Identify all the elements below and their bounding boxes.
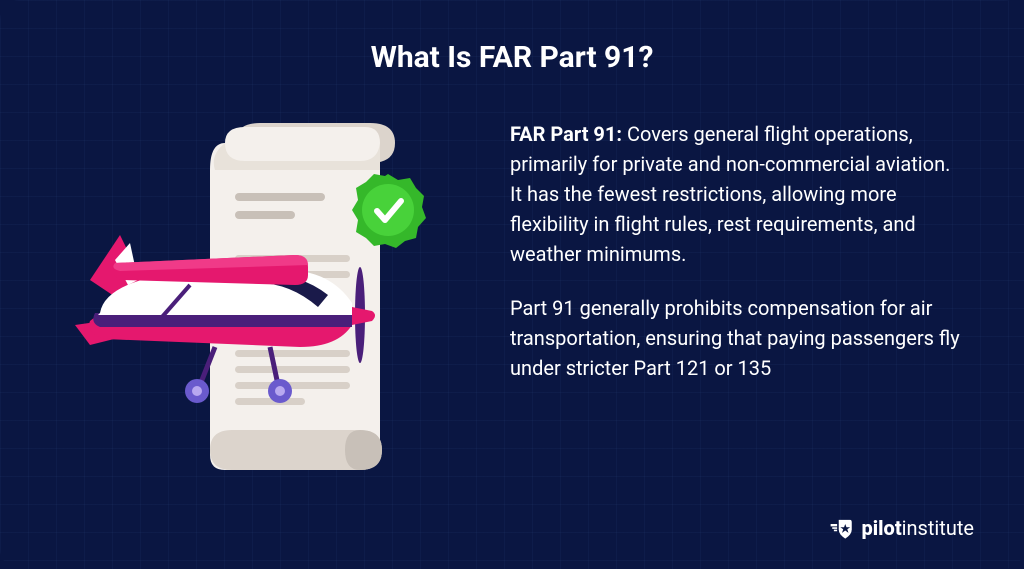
logo-text: pilotinstitute <box>861 516 974 540</box>
content-row: FAR Part 91: Covers general flight opera… <box>60 115 964 495</box>
scroll-and-plane-svg <box>60 115 460 495</box>
logo-bold: pilot <box>861 516 901 540</box>
infographic-card: What Is FAR Part 91? <box>0 0 1024 569</box>
brand-logo: pilotinstitute <box>829 515 974 541</box>
body-text: FAR Part 91: Covers general flight opera… <box>510 115 964 407</box>
lead-label: FAR Part 91: <box>510 122 622 146</box>
paragraph-1: FAR Part 91: Covers general flight opera… <box>510 119 964 269</box>
logo-rest: institute <box>902 516 974 540</box>
shield-wings-icon <box>829 515 855 541</box>
page-title: What Is FAR Part 91? <box>60 40 964 75</box>
paragraph-2: Part 91 generally prohibits compensation… <box>510 293 964 383</box>
plane-scroll-illustration <box>60 115 460 495</box>
